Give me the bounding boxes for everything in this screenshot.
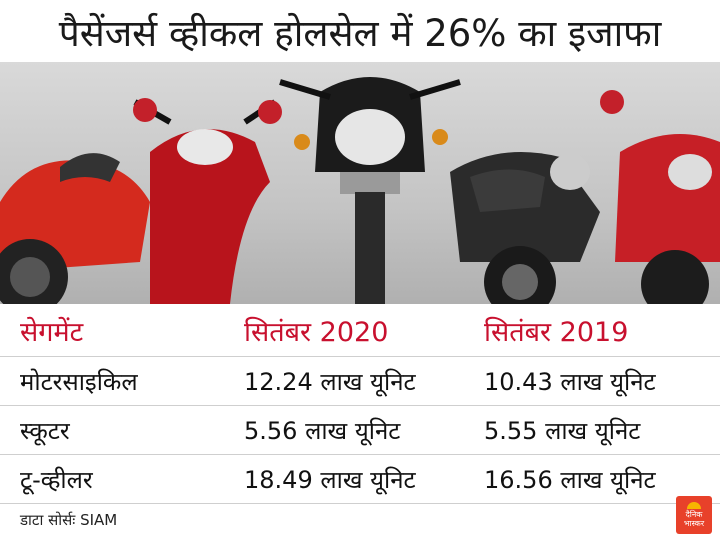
table-row: स्कूटर 5.56 लाख यूनिट 5.55 लाख यूनिट: [0, 406, 720, 455]
header-segment: सेगमेंट: [20, 316, 84, 348]
value-2020-cell: 18.49 लाख यूनिट: [244, 465, 416, 494]
value-2020-cell: 12.24 लाख यूनिट: [244, 367, 416, 396]
value-2019-cell: 16.56 लाख यूनिट: [484, 465, 656, 494]
header-sep-2020: सितंबर 2020: [244, 316, 389, 348]
logo-line-1: दैनिक: [685, 510, 703, 519]
table-row: टू-व्हीलर 18.49 लाख यूनिट 16.56 लाख यूनि…: [0, 455, 720, 504]
sun-icon: [687, 502, 701, 509]
motorcycles-photo: [0, 62, 720, 304]
segment-cell: टू-व्हीलर: [20, 465, 93, 494]
value-2019-cell: 10.43 लाख यूनिट: [484, 367, 656, 396]
segment-cell: स्कूटर: [20, 416, 70, 445]
red-motorcycle: [600, 90, 720, 304]
value-2019-cell: 5.55 लाख यूनिट: [484, 416, 641, 445]
red-sport-bike: [0, 153, 150, 304]
table-row: मोटरसाइकिल 12.24 लाख यूनिट 10.43 लाख यून…: [0, 357, 720, 406]
red-scooter: [133, 98, 282, 304]
headline-text: पैसेंजर्स व्हीकल होलसेल में 26% का इजाफा: [58, 11, 662, 55]
dainik-bhaskar-logo: दैनिक भास्कर: [676, 496, 712, 534]
headline-banner: पैसेंजर्स व्हीकल होलसेल में 26% का इजाफा: [0, 0, 720, 62]
value-2020-cell: 5.56 लाख यूनिट: [244, 416, 401, 445]
table-header-row: सेगमेंट सितंबर 2020 सितंबर 2019: [0, 304, 720, 357]
logo-line-2: भास्कर: [683, 519, 705, 528]
comparison-table: सेगमेंट सितंबर 2020 सितंबर 2019 मोटरसाइक…: [0, 304, 720, 504]
dark-motorcycle: [450, 152, 600, 304]
segment-cell: मोटरसाइकिल: [20, 367, 138, 396]
black-motorcycle: [279, 77, 461, 304]
header-sep-2019: सितंबर 2019: [484, 316, 629, 348]
data-source-note: डाटा सोर्सः SIAM: [20, 511, 118, 529]
